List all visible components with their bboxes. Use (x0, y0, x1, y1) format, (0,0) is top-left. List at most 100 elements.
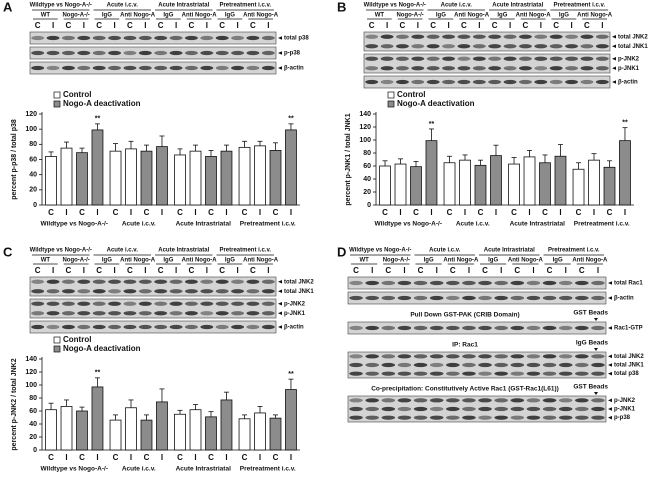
band-label: total JNK1 (618, 44, 648, 50)
blot-band (494, 325, 508, 331)
band-arrow (278, 36, 282, 40)
blot-band (575, 362, 589, 368)
blot-band (61, 65, 75, 71)
group-label: Pretreatment i.c.v. (219, 3, 271, 9)
blot-band (154, 279, 168, 284)
group-label: Acute Intrastriatal (492, 3, 543, 9)
significance: ** (429, 121, 435, 128)
blot-strip (29, 31, 277, 45)
lane-label: C (96, 266, 102, 275)
legend-label: Nogo-A deactivation (397, 99, 475, 108)
band-label: total JNK2 (614, 354, 644, 360)
blot-band (261, 301, 275, 306)
subgroup-label: Anti Nogo-A (577, 13, 613, 19)
blot-band (565, 34, 579, 39)
blot-band (510, 406, 525, 412)
blot-band (558, 398, 573, 403)
bar (410, 166, 422, 206)
blot-band (154, 301, 168, 306)
blot-band (413, 398, 428, 403)
blot-band (365, 398, 379, 403)
lane-label: I (267, 21, 269, 30)
bar (619, 140, 631, 206)
bar (443, 162, 456, 206)
band-label: p-JNK2 (614, 398, 636, 404)
blot-band (472, 66, 486, 71)
legend-swatch (53, 336, 61, 344)
bar (205, 156, 217, 206)
x-tick-label: C (113, 453, 119, 462)
bar (156, 146, 168, 206)
group-label: Acute i.c.v. (122, 221, 156, 228)
blot-band (429, 406, 444, 412)
blot-band (108, 311, 122, 316)
x-tick-label: I (528, 208, 530, 217)
blot-band (200, 65, 214, 71)
blot-band (138, 279, 152, 284)
bar (76, 410, 88, 451)
group-label: Acute Intrastriatal (158, 248, 209, 254)
blot-band (215, 324, 229, 330)
blot-band (381, 325, 396, 331)
blot-band (231, 50, 245, 56)
bar (269, 417, 282, 451)
group-label: Pretreatment i.c.v. (553, 3, 605, 9)
blot-band (246, 65, 260, 71)
y-tick-label: 80 (363, 150, 371, 157)
bar (91, 386, 104, 451)
x-tick-label: I (161, 453, 163, 462)
blot-band (503, 56, 517, 61)
group-label: Acute Intrastriatal (510, 221, 565, 228)
blot-band (558, 325, 573, 331)
subgroup-label: IgG (102, 13, 112, 19)
blot-band (510, 398, 525, 403)
band-arrow (278, 279, 282, 284)
blot-band (46, 311, 60, 316)
blot-band (169, 279, 183, 284)
blot-band (426, 79, 440, 85)
blot-band (231, 324, 245, 330)
blot-band (184, 311, 198, 316)
lane-label: I (206, 266, 208, 275)
y-tick-label: 20 (363, 189, 371, 196)
blot-band (462, 295, 476, 301)
x-tick-label: I (65, 453, 67, 462)
group-label: Pretreatment i.c.v. (240, 221, 296, 228)
y-tick-label: 0 (33, 202, 37, 209)
blot-band (200, 35, 214, 41)
group-label: Wildtype vs Nogo-A-/- (30, 248, 92, 254)
blot-band (472, 44, 486, 49)
blot-band (518, 79, 532, 85)
subgroup-label: Anti Nogo-A (454, 13, 490, 19)
blot-band (591, 398, 605, 403)
blot-band (31, 279, 45, 284)
lane-label: C (492, 21, 498, 30)
lane-label: I (532, 266, 534, 275)
blot-band (591, 362, 605, 368)
blot-band (526, 354, 541, 359)
group-label: Pretreatment i.c.v. (219, 248, 271, 254)
x-tick-label: C (113, 208, 119, 217)
blot-band (31, 301, 45, 306)
blot-band (446, 415, 460, 420)
blot-band (46, 324, 60, 330)
subgroup-label: IgG (436, 13, 446, 19)
lane-label: C (35, 266, 41, 275)
y-tick-label: 120 (359, 124, 371, 131)
blot-band (215, 311, 229, 316)
x-tick-label: I (194, 208, 196, 217)
blot-band (494, 354, 508, 359)
lane-label: I (509, 21, 511, 30)
blot-band (518, 34, 532, 39)
blot-band (549, 66, 563, 71)
blot-band (472, 79, 486, 85)
x-tick-label: C (208, 453, 214, 462)
blot-band (138, 324, 152, 330)
blot-band (169, 65, 183, 71)
x-tick-label: I (464, 208, 466, 217)
blot-band (92, 301, 106, 306)
group-label: Wildtype vs Nogo-A-/- (41, 466, 108, 473)
band-label: β-actin (618, 80, 638, 86)
x-tick-label: I (225, 208, 227, 217)
